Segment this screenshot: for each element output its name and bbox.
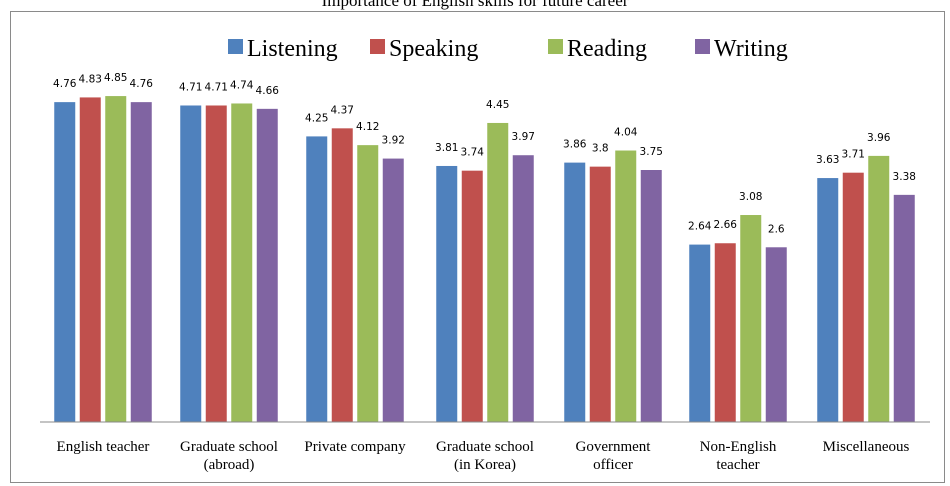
category-label-government-officer: Government officer [576, 439, 652, 473]
value-label: 3.97 [512, 131, 535, 143]
value-label: 4.66 [256, 85, 280, 97]
legend-swatch-writing [695, 39, 710, 54]
chart-frame [10, 11, 945, 483]
value-label: 4.04 [614, 127, 638, 139]
value-label: 3.75 [640, 146, 663, 158]
value-label: 3.08 [739, 191, 762, 203]
legend-label-speaking: Speaking [389, 36, 478, 62]
bar-speaking-miscellaneous [842, 172, 864, 422]
category-label-private-company: Private company [304, 439, 406, 455]
value-label: 3.86 [563, 139, 587, 151]
bar-listening-private-company [306, 136, 328, 422]
legend-label-listening: Listening [247, 36, 338, 62]
bar-reading-private-company [357, 145, 379, 423]
category-label-miscellaneous: Miscellaneous [823, 439, 910, 455]
bar-listening-english-teacher [54, 102, 76, 423]
value-label: 4.71 [205, 81, 228, 93]
legend: Listening Speaking Reading Writing [228, 36, 788, 62]
value-labels: 4.76 4.83 4.854.76 4.71 4.71 4.74 4.664.254.37… [53, 72, 916, 235]
value-label: 4.85 [104, 72, 127, 84]
bar-listening-graduate-school-abroad [180, 105, 202, 422]
bar-reading-graduate-school-abroad [231, 103, 253, 423]
bar-reading-non-english-teacher [740, 215, 762, 422]
bars [54, 96, 915, 423]
value-label: 4.76 [130, 78, 154, 90]
value-label: 3.71 [842, 149, 865, 161]
bar-writing-government-officer [640, 170, 662, 422]
value-label: 4.76 [53, 78, 77, 90]
bar-speaking-graduate-school-abroad [205, 105, 227, 422]
bar-reading-government-officer [615, 150, 637, 422]
legend-label-reading: Reading [567, 36, 647, 62]
chart-title: Importance of English skills for future … [321, 0, 629, 10]
bar-reading-english-teacher [105, 96, 127, 422]
value-label: 2.66 [714, 219, 738, 231]
value-label: 3.96 [867, 132, 891, 144]
value-label: 4.25 [305, 112, 328, 124]
bar-speaking-graduate-school-in-korea [461, 170, 483, 422]
legend-swatch-reading [548, 39, 563, 54]
bar-writing-english-teacher [130, 102, 152, 423]
bar-speaking-government-officer [589, 166, 611, 422]
value-label: 3.92 [382, 135, 405, 147]
bar-writing-private-company [382, 158, 404, 423]
category-labels: English teacher Graduate school (abroad) Pr… [57, 439, 910, 473]
bar-writing-non-english-teacher [765, 247, 787, 422]
value-label: 4.71 [179, 81, 202, 93]
legend-swatch-listening [228, 39, 243, 54]
bar-speaking-private-company [331, 128, 353, 422]
value-label: 4.37 [331, 104, 354, 116]
bar-writing-graduate-school-in-korea [512, 155, 534, 422]
category-label-graduate-school-abroad: Graduate school (abroad) [180, 439, 278, 473]
value-label: 3.8 [592, 143, 609, 155]
legend-swatch-speaking [370, 39, 385, 54]
bar-writing-graduate-school-abroad [256, 108, 278, 423]
bar-reading-graduate-school-in-korea [487, 122, 509, 423]
category-label-non-english-teacher: Non-English teacher [700, 439, 777, 473]
bar-reading-miscellaneous [868, 155, 890, 422]
value-label: 4.12 [356, 121, 379, 133]
bar-listening-non-english-teacher [689, 244, 711, 422]
category-label-english-teacher: English teacher [57, 439, 150, 455]
bar-listening-miscellaneous [817, 178, 839, 422]
value-label: 4.45 [486, 99, 509, 111]
bar-listening-government-officer [564, 162, 586, 422]
value-label: 2.64 [688, 221, 712, 233]
value-label: 3.38 [893, 171, 916, 183]
bar-writing-miscellaneous [893, 194, 915, 422]
bar-listening-graduate-school-in-korea [436, 165, 458, 422]
value-label: 4.74 [230, 79, 254, 91]
bar-speaking-non-english-teacher [714, 243, 736, 422]
value-label: 4.83 [79, 73, 102, 85]
value-label: 2.6 [768, 223, 785, 235]
category-label-graduate-school-in-korea: Graduate school (in Korea) [436, 439, 534, 473]
value-label: 3.63 [816, 154, 839, 166]
value-label: 3.74 [461, 147, 485, 159]
bar-speaking-english-teacher [79, 97, 101, 422]
legend-label-writing: Writing [714, 36, 788, 62]
value-label: 3.81 [435, 142, 458, 154]
